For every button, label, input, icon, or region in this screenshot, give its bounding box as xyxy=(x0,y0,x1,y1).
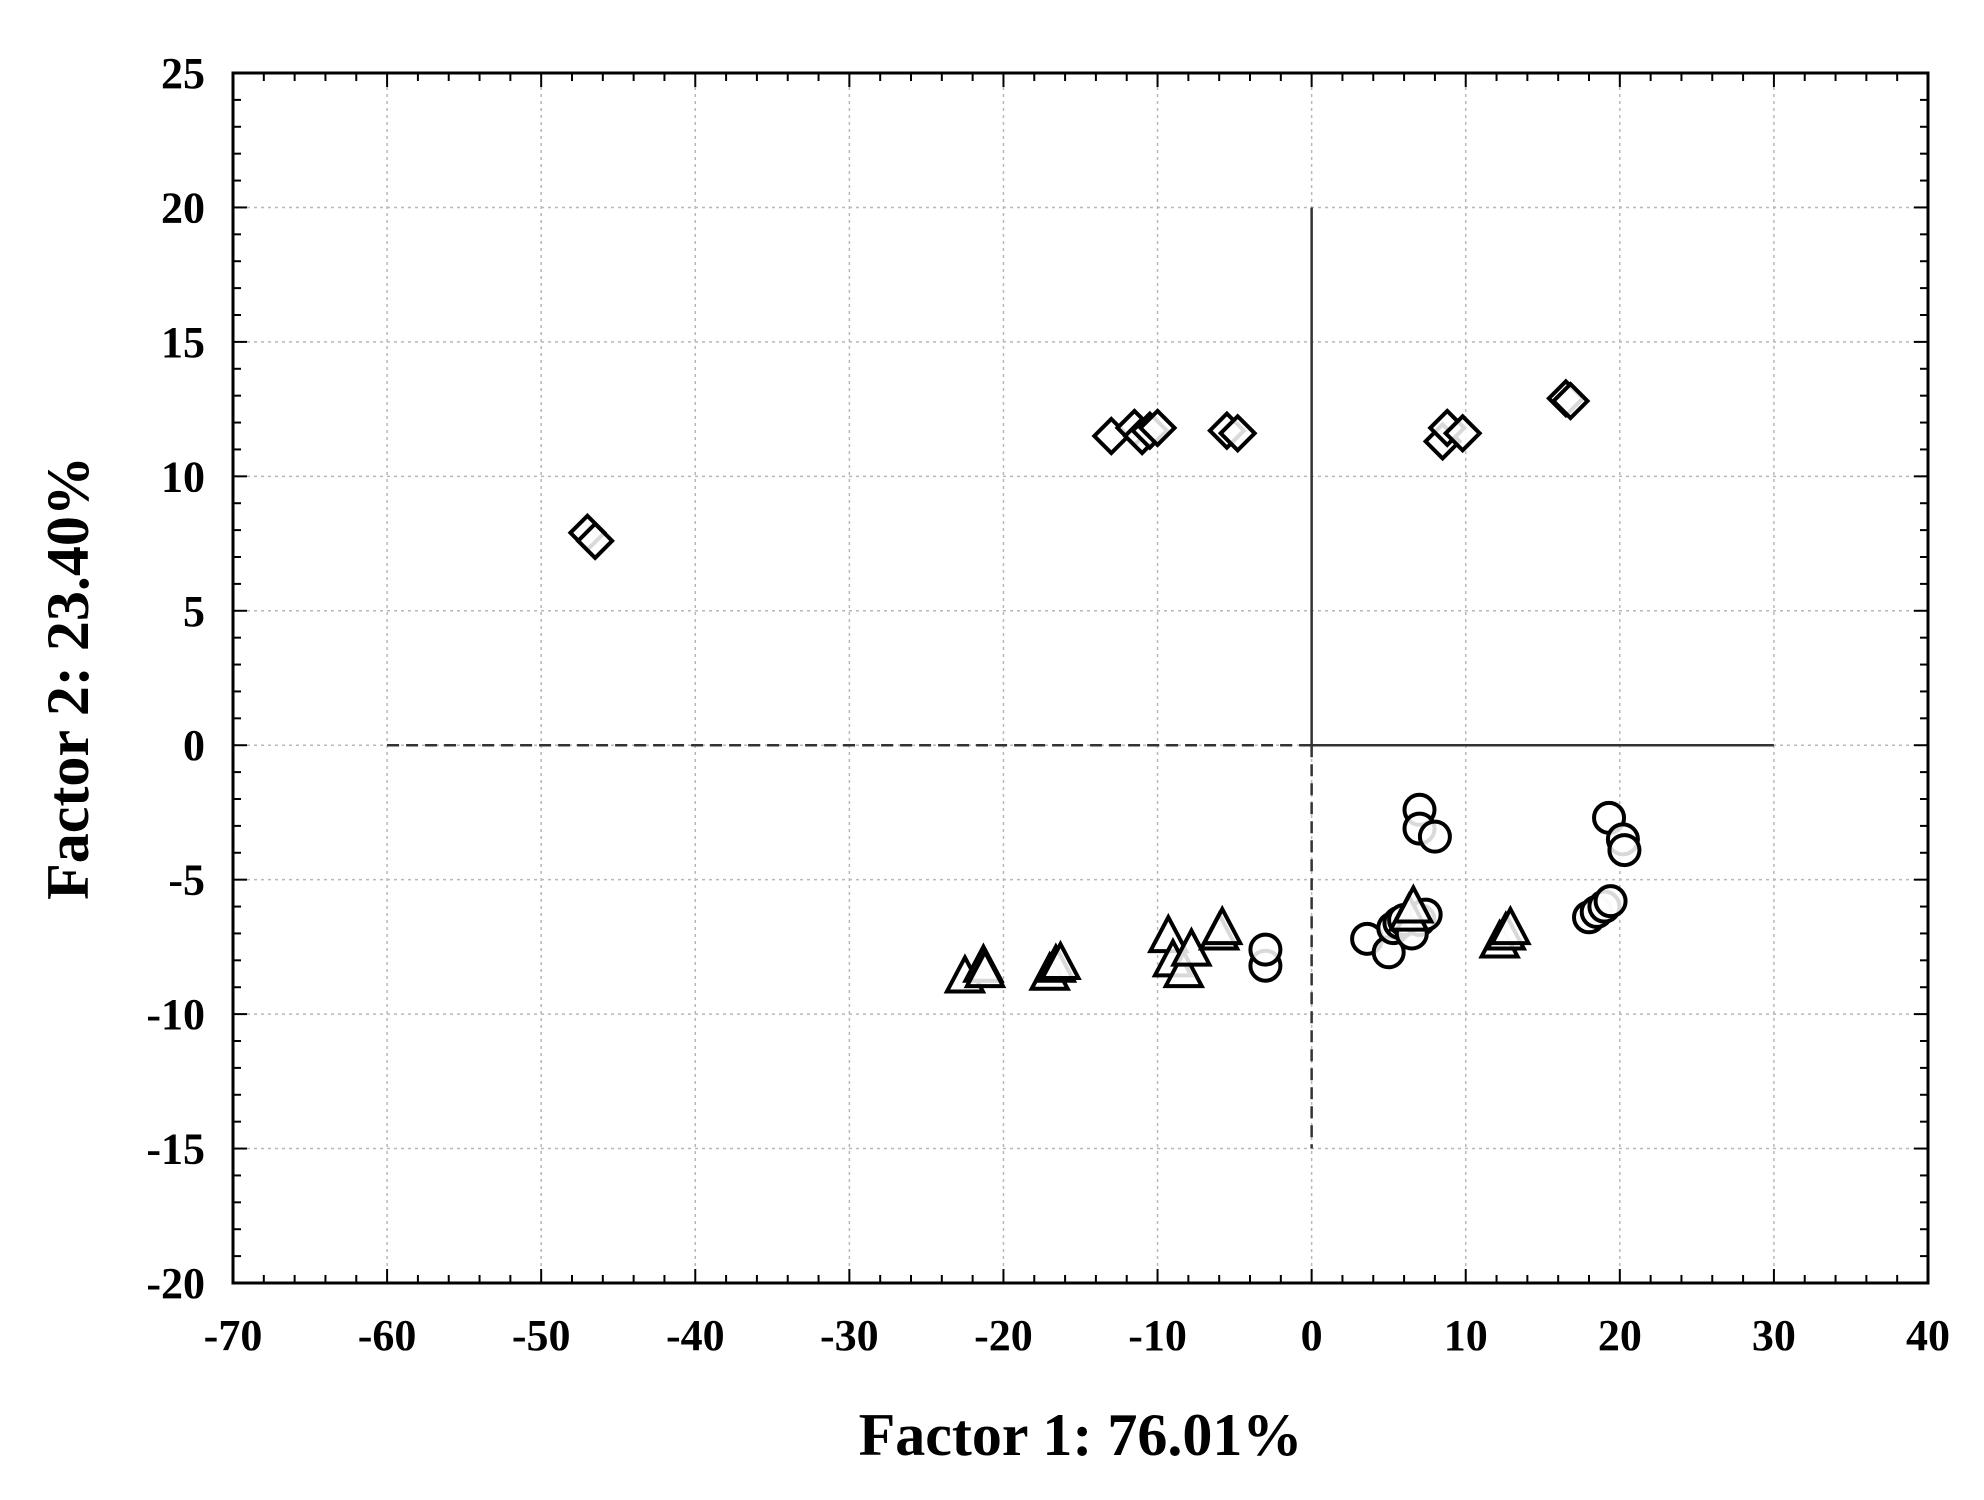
y-tick-label: -15 xyxy=(146,1125,205,1174)
triangle-point xyxy=(1200,904,1244,946)
y-tick-label: 15 xyxy=(161,318,205,367)
y-tick-label: 0 xyxy=(183,721,205,770)
data-points xyxy=(567,378,1642,994)
y-tick-label: 25 xyxy=(161,49,205,98)
x-tick-label: -50 xyxy=(512,1311,571,1360)
y-tick-label: -5 xyxy=(168,856,205,905)
x-tick-label: -70 xyxy=(204,1311,263,1360)
circle-point xyxy=(1593,884,1628,919)
circle-point xyxy=(1248,932,1283,967)
y-axis-tick-labels: -20 -15 -10 -5 0 5 10 15 20 25 xyxy=(146,49,205,1308)
x-tick-label: -20 xyxy=(974,1311,1033,1360)
plot-frame xyxy=(231,71,1930,1285)
x-axis-title: Factor 1: 76.01% xyxy=(859,1402,1303,1468)
x-tick-label: -60 xyxy=(358,1311,417,1360)
diamond-point xyxy=(1550,381,1591,421)
x-axis-tick-labels: -70 -60 -50 -40 -30 -20 -10 0 10 20 30 40 xyxy=(204,1311,1950,1360)
reference-lines xyxy=(387,207,1774,1149)
circle-point xyxy=(1417,819,1452,854)
x-tick-label: 30 xyxy=(1752,1311,1796,1360)
y-tick-label: 20 xyxy=(161,183,205,232)
x-tick-label: 10 xyxy=(1444,1311,1488,1360)
triangle-point xyxy=(1392,883,1435,924)
triangle-point xyxy=(963,947,1007,989)
x-tick-label: -30 xyxy=(820,1311,879,1360)
x-tick-label: 0 xyxy=(1301,1311,1323,1360)
diamond-point xyxy=(1442,413,1483,454)
y-tick-label: -10 xyxy=(146,990,205,1039)
x-tick-label: -10 xyxy=(1128,1311,1187,1360)
y-tick-label: 10 xyxy=(161,452,205,501)
diamond-point xyxy=(575,521,615,561)
triangle-point xyxy=(1489,904,1532,946)
y-axis-title: Factor 2: 23.40% xyxy=(35,456,101,900)
triangle-point xyxy=(1162,947,1206,989)
minor-ticks xyxy=(232,72,1929,1284)
x-tick-label: 20 xyxy=(1598,1311,1642,1360)
diamond-point xyxy=(1217,413,1258,454)
triangle-point xyxy=(1039,939,1082,981)
y-tick-label: -20 xyxy=(146,1259,205,1308)
x-tick-label: -40 xyxy=(666,1311,725,1360)
grid xyxy=(233,73,1928,1283)
circle-point xyxy=(1607,833,1642,868)
x-tick-label: 40 xyxy=(1906,1311,1950,1360)
y-tick-label: 5 xyxy=(183,587,205,636)
diamond-point xyxy=(1137,408,1178,448)
